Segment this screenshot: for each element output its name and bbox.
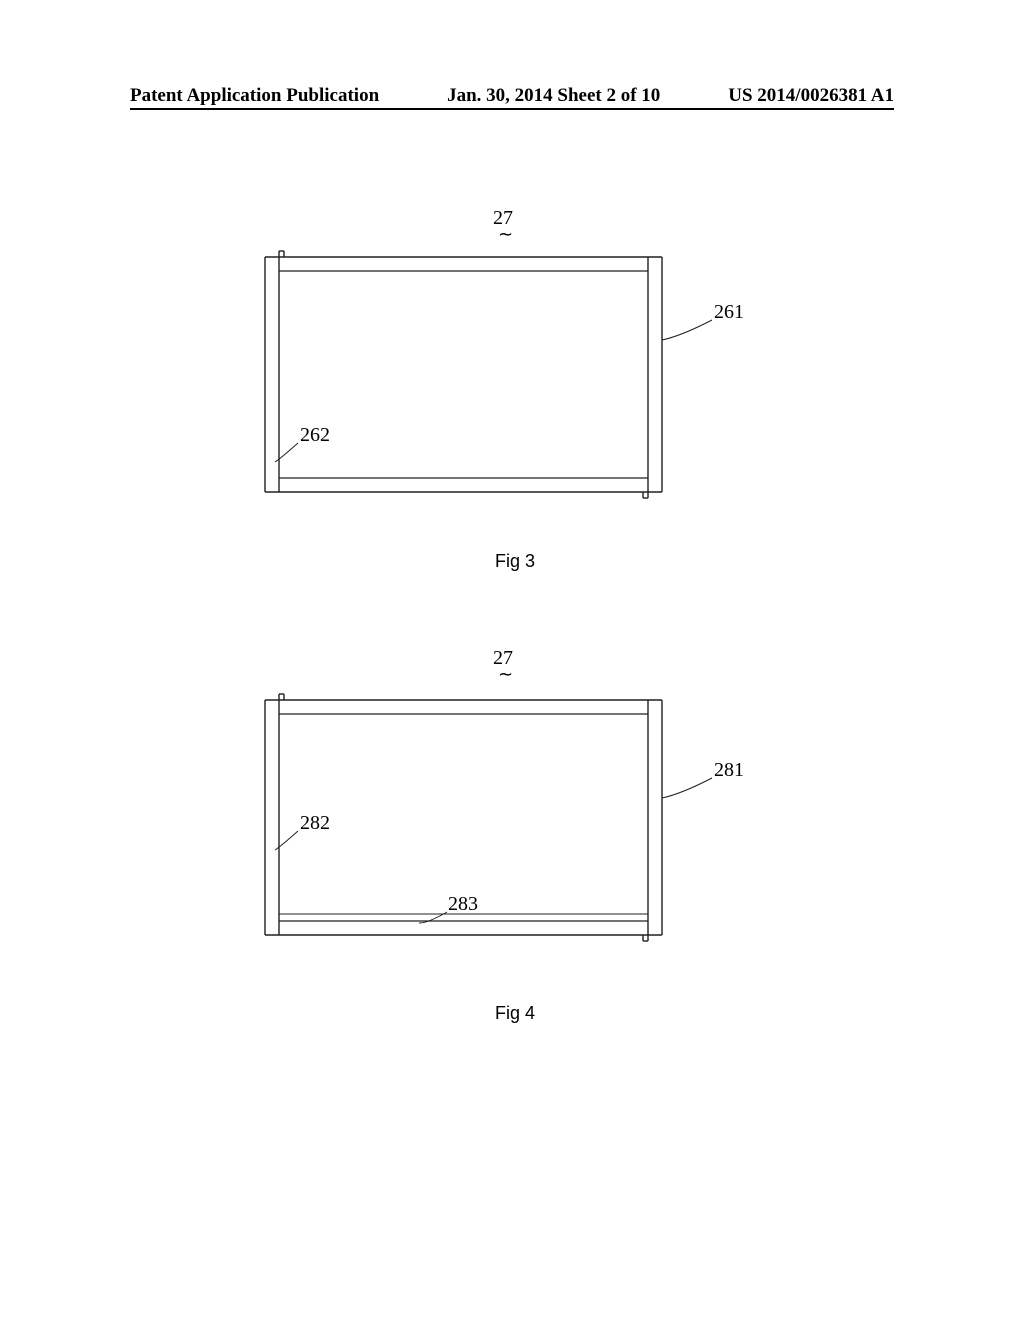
fig3-tilde: ∼ [498, 224, 513, 245]
header-rule [130, 108, 894, 110]
header-center: Jan. 30, 2014 Sheet 2 of 10 [447, 85, 660, 107]
fig3-ref-261: 261 [714, 301, 744, 324]
header-right: US 2014/0026381 A1 [728, 85, 894, 107]
fig4-caption: Fig 4 [495, 1003, 535, 1024]
page-header: Patent Application Publication Jan. 30, … [0, 85, 1024, 107]
fig3-diagram [235, 247, 752, 542]
fig3-ref-262: 262 [300, 424, 330, 447]
fig3-caption: Fig 3 [495, 551, 535, 572]
fig4-ref-283: 283 [448, 893, 478, 916]
fig4-ref-281: 281 [714, 759, 744, 782]
header-left: Patent Application Publication [130, 85, 379, 107]
fig4-tilde: ∼ [498, 664, 513, 685]
fig4-diagram [235, 690, 752, 985]
fig4-ref-282: 282 [300, 812, 330, 835]
